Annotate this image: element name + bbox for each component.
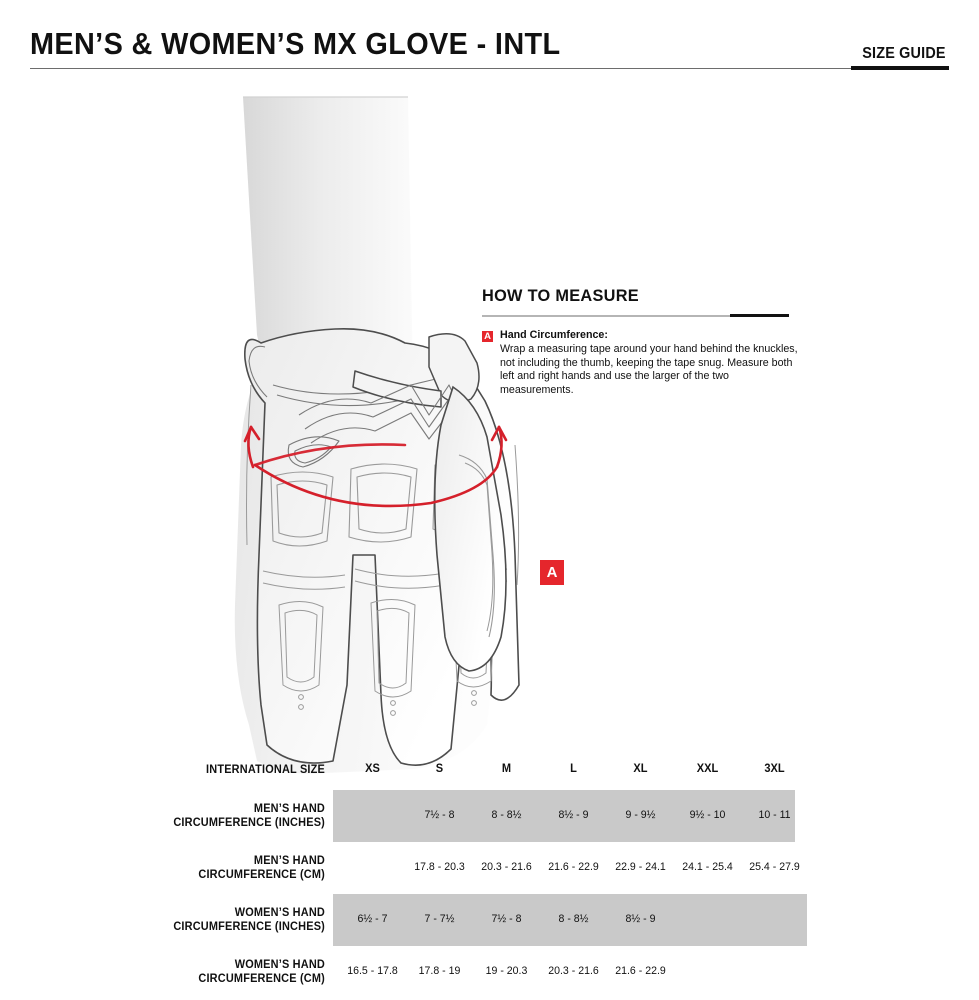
row-label: WOMEN’S HAND CIRCUMFERENCE (CM) <box>198 959 325 985</box>
table-cell: 24.1 - 25.4 <box>682 861 733 873</box>
how-to-measure-divider-accent <box>730 314 789 317</box>
table-cell: 7½ - 8 <box>491 913 522 925</box>
table-cell: 25.4 - 27.9 <box>749 861 800 873</box>
row-value-cells: 16.5 - 17.8 17.8 - 19 19 - 20.3 20.3 - 21.6… <box>333 946 873 998</box>
glove-diagram-svg <box>234 96 520 774</box>
how-to-measure-divider-wrap <box>482 312 802 320</box>
table-row: WOMEN’S HAND CIRCUMFERENCE (INCHES) 6½ - 7… <box>0 894 979 946</box>
hand-circumference-label: Hand Circumference: <box>500 329 608 341</box>
page-title: MEN’S & WOMEN’S MX GLOVE - INTL <box>30 26 561 61</box>
table-cell: 8 - 8½ <box>491 809 522 821</box>
table-row: MEN’S HAND CIRCUMFERENCE (INCHES) 7½ - 8 8 … <box>0 790 979 842</box>
size-header-cell: XS <box>365 763 380 775</box>
thumb <box>433 385 507 672</box>
table-cell: 10 - 11 <box>758 809 791 821</box>
table-cell: 9 - 9½ <box>625 809 656 821</box>
table-cell: 20.3 - 21.6 <box>481 861 532 873</box>
table-cell: 7 - 7½ <box>424 913 455 925</box>
table-cell: 9½ - 10 <box>689 809 726 821</box>
how-to-measure-section: HOW TO MEASURE A Hand Circumference: Wra… <box>482 286 802 397</box>
how-to-measure-divider <box>482 315 789 317</box>
size-guide-label: SIZE GUIDE <box>862 45 946 62</box>
table-cell: 7½ - 8 <box>424 809 455 821</box>
how-to-measure-title: HOW TO MEASURE <box>482 286 639 305</box>
row-highlight-band <box>333 790 795 842</box>
table-header-row: INTERNATIONAL SIZE XS S M L XL XXL 3XL <box>0 760 979 790</box>
table-cell: 22.9 - 24.1 <box>615 861 666 873</box>
header-divider <box>30 68 949 69</box>
row-value-cells: 7½ - 8 8 - 8½ 8½ - 9 9 - 9½ 9½ - 10 10 - 11 <box>333 790 873 842</box>
table-cell: 21.6 - 22.9 <box>548 861 599 873</box>
table-cell: 8½ - 9 <box>558 809 589 821</box>
table-cell: 8 - 8½ <box>558 913 589 925</box>
table-cell: 6½ - 7 <box>357 913 388 925</box>
row-highlight-band <box>333 894 807 946</box>
size-header-cell: S <box>435 763 444 775</box>
table-cell: 19 - 20.3 <box>485 965 528 977</box>
marker-a-badge: A <box>482 331 493 342</box>
size-header-cell: 3XL <box>764 763 785 775</box>
size-header-cell: M <box>501 763 512 775</box>
row-label-international-size: INTERNATIONAL SIZE <box>206 764 325 776</box>
table-row: MEN’S HAND CIRCUMFERENCE (CM) 17.8 - 20.3 2… <box>0 842 979 894</box>
row-label: WOMEN’S HAND CIRCUMFERENCE (INCHES) <box>173 907 325 933</box>
header-divider-accent <box>851 66 949 70</box>
row-label: MEN’S HAND CIRCUMFERENCE (CM) <box>198 855 325 881</box>
table-cell: 17.8 - 19 <box>418 965 461 977</box>
measuring-tape-loop <box>243 425 508 508</box>
size-header-cells: XS S M L XL XXL 3XL <box>333 760 873 790</box>
page-header: MEN’S & WOMEN’S MX GLOVE - INTL SIZE GUI… <box>0 0 979 80</box>
size-chart-table: INTERNATIONAL SIZE XS S M L XL XXL 3XL MEN’S HAN… <box>0 760 979 998</box>
forearm-sleeve <box>243 96 413 407</box>
table-cell: 21.6 - 22.9 <box>615 965 666 977</box>
glove-left-edge-detail <box>246 384 520 586</box>
table-row: WOMEN’S HAND CIRCUMFERENCE (CM) 16.5 - 17.… <box>0 946 979 998</box>
how-to-measure-body: A Hand Circumference: Wrap a measuring t… <box>482 329 802 397</box>
knuckle-armor <box>287 384 466 468</box>
table-cell: 8½ - 9 <box>625 913 656 925</box>
size-header-cell: XXL <box>696 763 719 775</box>
size-header-cell: L <box>570 763 577 775</box>
table-cell: 17.8 - 20.3 <box>414 861 465 873</box>
measurement-marker-a: A <box>540 560 564 585</box>
row-value-cells: 17.8 - 20.3 20.3 - 21.6 21.6 - 22.9 22.9 - … <box>333 842 873 894</box>
glove-illustration: A <box>215 85 564 775</box>
size-header-cell: XL <box>633 763 648 775</box>
row-label: MEN’S HAND CIRCUMFERENCE (INCHES) <box>173 803 325 829</box>
hand-circumference-instructions: Wrap a measuring tape around your hand b… <box>500 343 798 396</box>
table-cell: 16.5 - 17.8 <box>347 965 398 977</box>
table-cell: 20.3 - 21.6 <box>548 965 599 977</box>
row-value-cells: 6½ - 7 7 - 7½ 7½ - 8 8 - 8½ 8½ - 9 <box>333 894 873 946</box>
